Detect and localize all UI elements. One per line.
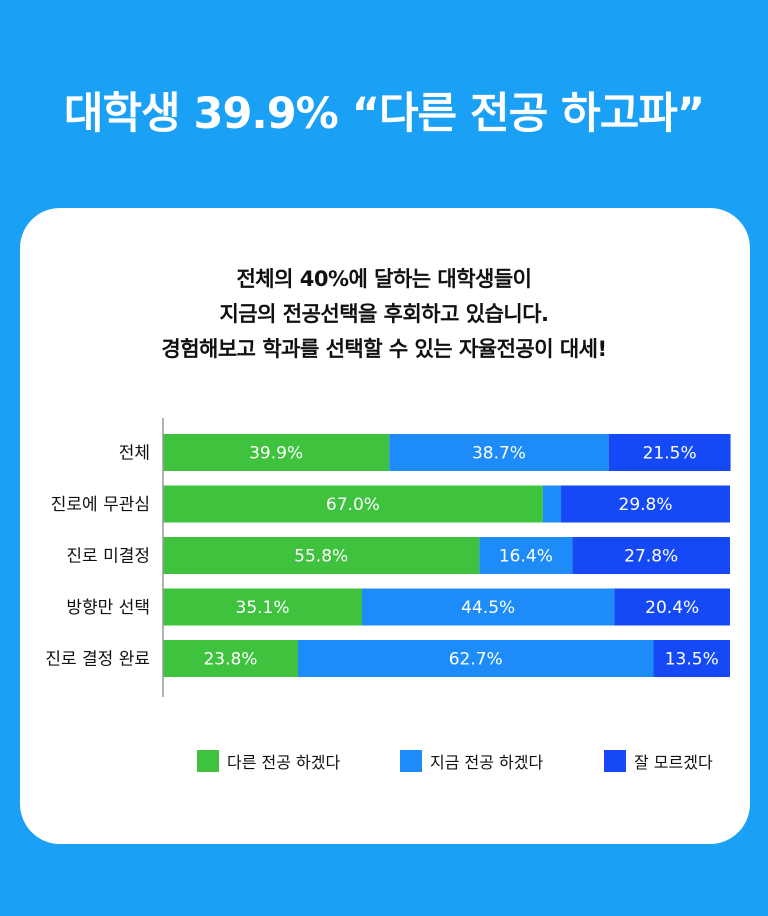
data-label: 67.0%	[326, 495, 380, 515]
bar-segment	[297, 640, 654, 677]
category-label: 진로 결정 완료	[45, 650, 150, 670]
data-label: 16.4%	[499, 547, 553, 567]
data-label: 39.9%	[249, 444, 303, 464]
legend-label: 다른 전공 하겠다	[227, 753, 340, 772]
subtitle-line-3: 경험해보고 학과를 선택할 수 있는 자율전공이 대세!	[161, 337, 607, 361]
data-label: 23.8%	[203, 650, 257, 670]
bar-segment	[163, 485, 543, 523]
bar-segment	[362, 588, 615, 626]
category-label: 진로에 무관심	[51, 495, 150, 515]
subtitle-line-2: 지금의 전공선택을 후회하고 있습니다.	[219, 302, 549, 326]
bar-segment	[608, 434, 731, 471]
legend-swatch	[400, 750, 422, 772]
legend-label: 지금 전공 하겠다	[430, 753, 543, 772]
data-label: 55.8%	[294, 547, 348, 567]
headline: 대학생 39.9% “다른 전공 하고파”	[63, 89, 705, 139]
data-label: 27.8%	[624, 547, 678, 567]
bar-segment	[614, 588, 730, 626]
data-label: 62.7%	[449, 650, 503, 670]
category-label: 전체	[119, 444, 150, 464]
content-card	[20, 208, 750, 844]
bar-segment	[163, 537, 480, 574]
subtitle: 전체의 40%에 달하는 대학생들이 지금의 전공선택을 후회하고 있습니다. …	[0, 262, 768, 367]
bar-segment	[561, 485, 730, 523]
bar-segment	[163, 640, 298, 677]
data-label: 44.5%	[461, 598, 515, 618]
bar-segment	[163, 434, 390, 471]
bar-segment	[389, 434, 609, 471]
bar-segment	[163, 588, 363, 626]
subtitle-line-1: 전체의 40%에 달하는 대학생들이	[236, 267, 532, 291]
legend-label: 잘 모르겠다	[634, 753, 713, 772]
data-label: 20.4%	[645, 598, 699, 618]
category-label: 방향만 선택	[66, 598, 150, 618]
legend-swatch	[197, 750, 219, 772]
data-label: 38.7%	[472, 444, 526, 464]
bar-segment	[542, 485, 562, 523]
data-label: 13.5%	[665, 650, 719, 670]
bar-segment	[479, 537, 573, 574]
category-label: 진로 미결정	[66, 547, 150, 567]
bar-segment	[572, 537, 730, 574]
data-label: 35.1%	[236, 598, 290, 618]
data-label: 29.8%	[619, 495, 673, 515]
bar-segment	[653, 640, 730, 677]
data-label: 21.5%	[643, 444, 697, 464]
legend-swatch	[604, 750, 626, 772]
